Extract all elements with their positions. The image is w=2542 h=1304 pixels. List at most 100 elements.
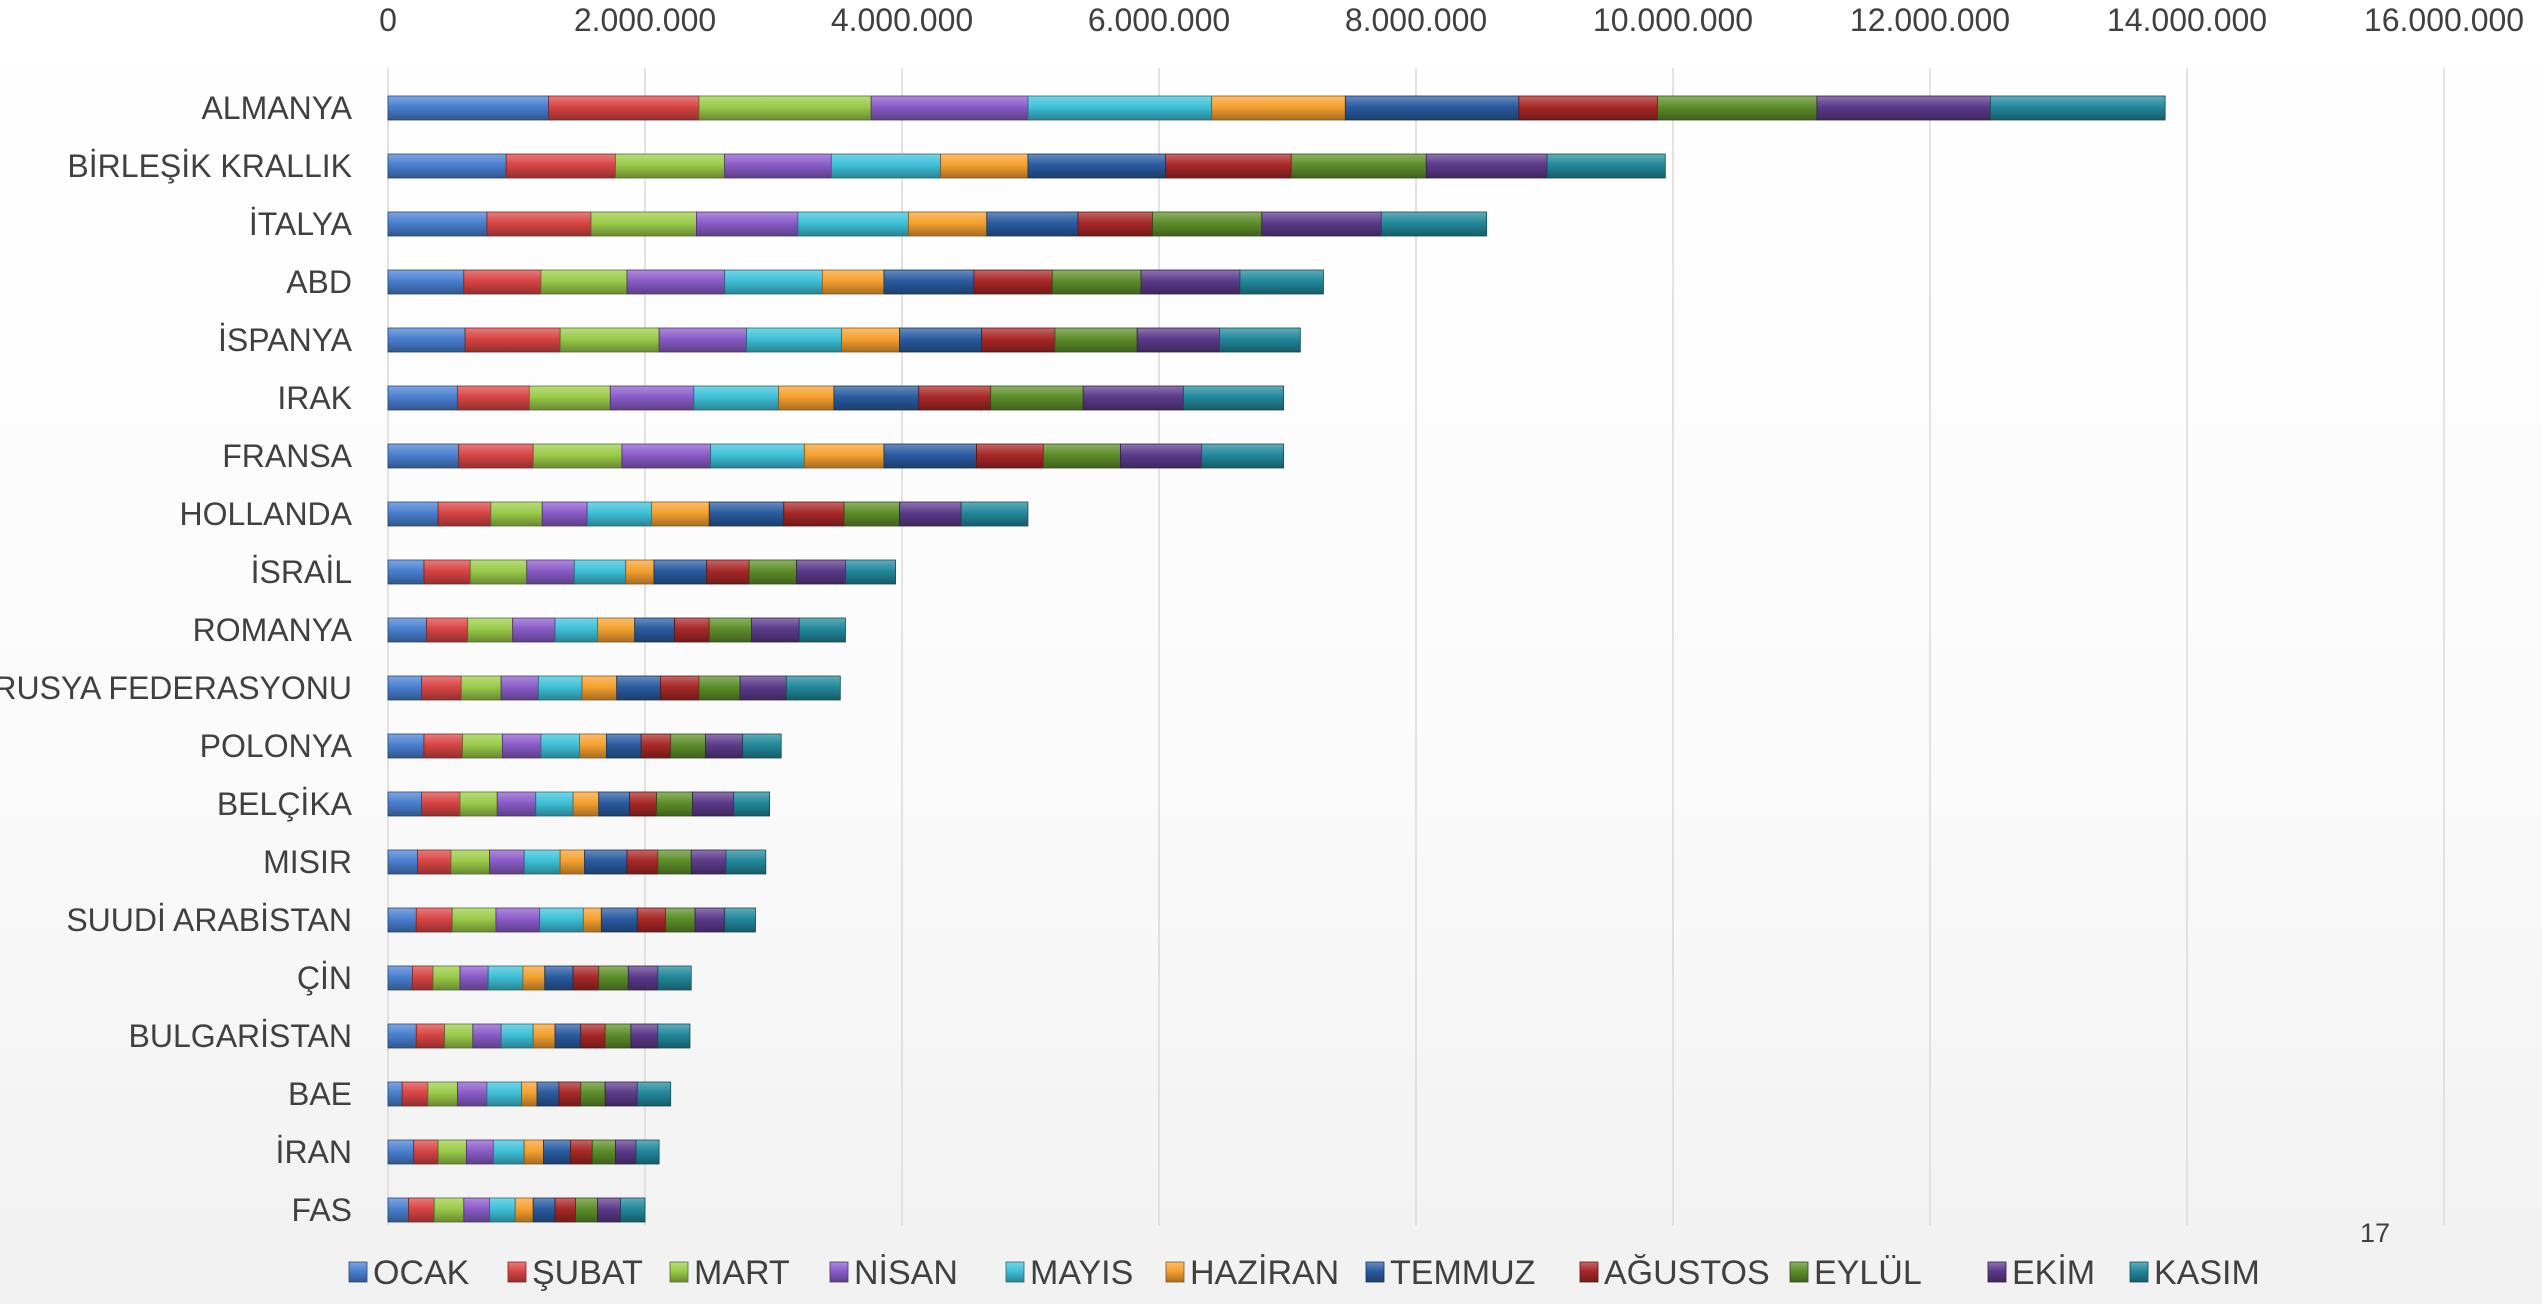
bar-ispanya-mart	[559, 327, 660, 353]
bar-cin-kasim	[657, 965, 692, 991]
x-tick-label-2: 4.000.000	[831, 2, 973, 38]
bar-fas-mayis	[489, 1197, 516, 1223]
bar-suudi-arabistan-subat	[415, 907, 453, 933]
bar-suudi-arabistan-haziran	[582, 907, 602, 933]
bar-belcika-mayis	[535, 791, 574, 817]
bar-fas-ocak	[387, 1197, 409, 1223]
bar-hollanda-haziran	[651, 501, 710, 527]
legend-swatch-temmuz	[1365, 1261, 1385, 1283]
bar-iran-agustos	[570, 1139, 593, 1165]
bar-bae-subat	[401, 1081, 429, 1107]
bar-irak-nisan	[609, 385, 695, 411]
category-label-birlesik-krallik: BİRLEŞİK KRALLIK	[67, 148, 352, 184]
bars	[387, 95, 2166, 1223]
bar-ispanya-subat	[464, 327, 561, 353]
legend-swatch-agustos	[1579, 1261, 1599, 1283]
legend: OCAK ŞUBAT MART NİSAN MAYIS HAZİRAN TEMMUZ AĞUS…	[348, 1254, 2260, 1292]
bar-polonya-haziran	[579, 733, 607, 759]
bar-romanya-eylul	[708, 617, 753, 643]
bar-irak-mayis	[693, 385, 780, 411]
legend-swatch-mayis	[1005, 1261, 1025, 1283]
bar-abd-nisan	[626, 269, 726, 295]
bar-almanya-kasim	[1989, 95, 2166, 121]
bar-bae-nisan	[456, 1081, 488, 1107]
bar-hollanda-eylul	[843, 501, 900, 527]
bar-cin-nisan	[459, 965, 489, 991]
bar-row-almanya	[387, 95, 2166, 121]
bar-irak-subat	[456, 385, 530, 411]
x-tick-label-8: 16.000.000	[2364, 2, 2524, 38]
bar-bulgaristan-nisan	[472, 1023, 502, 1049]
bar-bulgaristan-ekim	[630, 1023, 659, 1049]
category-label-rusya-federasyonu: RUSYA FEDERASYONU	[0, 670, 352, 706]
legend-label-eylul: EYLÜL	[1814, 1254, 1922, 1292]
bar-israil-mart	[469, 559, 528, 585]
bar-fransa-subat	[458, 443, 534, 469]
x-tick-label-6: 12.000.000	[1850, 2, 2010, 38]
bar-hollanda-kasim	[960, 501, 1029, 527]
bar-rusya-federasyonu-haziran	[581, 675, 618, 701]
bar-cin-mart	[432, 965, 461, 991]
bar-row-ispanya	[387, 327, 1301, 353]
x-axis-ticks: 0 2.000.000 4.000.000 6.000.000 8.000.000 10.…	[379, 2, 2524, 38]
x-tick-label-5: 10.000.000	[1593, 2, 1753, 38]
bar-hollanda-nisan	[541, 501, 588, 527]
bar-ispanya-eylul	[1054, 327, 1138, 353]
bar-bulgaristan-kasim	[657, 1023, 691, 1049]
bar-row-bae	[387, 1081, 672, 1107]
bar-suudi-arabistan-agustos	[636, 907, 666, 933]
legend-label-haziran: HAZİRAN	[1190, 1254, 1339, 1292]
bar-romanya-ekim	[751, 617, 800, 643]
bar-romanya-mayis	[554, 617, 598, 643]
bar-bae-haziran	[521, 1081, 538, 1107]
bar-rusya-federasyonu-ekim	[739, 675, 787, 701]
bar-suudi-arabistan-ekim	[694, 907, 726, 933]
legend-item-mart: MART	[669, 1254, 790, 1292]
bar-irak-eylul	[990, 385, 1084, 411]
bar-almanya-eylul	[1657, 95, 1818, 121]
category-label-suudi-arabistan: SUUDİ ARABİSTAN	[66, 902, 352, 938]
bar-belcika-haziran	[572, 791, 600, 817]
bar-italya-kasim	[1380, 211, 1488, 237]
bar-israil-ocak	[387, 559, 425, 585]
bar-rusya-federasyonu-subat	[421, 675, 462, 701]
bar-polonya-mayis	[540, 733, 580, 759]
legend-label-temmuz: TEMMUZ	[1390, 1254, 1535, 1292]
legend-item-agustos: AĞUSTOS	[1579, 1254, 1770, 1292]
bar-bae-kasim	[636, 1081, 672, 1107]
bar-bulgaristan-agustos	[580, 1023, 606, 1049]
bar-fas-agustos	[554, 1197, 577, 1223]
bar-belcika-eylul	[656, 791, 693, 817]
bar-fransa-ekim	[1120, 443, 1202, 469]
legend-item-kasim: KASIM	[2129, 1254, 2260, 1292]
bar-italya-agustos	[1077, 211, 1153, 237]
bar-fransa-kasim	[1201, 443, 1285, 469]
bar-row-italya	[387, 211, 1488, 237]
bar-row-misir	[387, 849, 767, 875]
bar-ispanya-mayis	[746, 327, 843, 353]
bar-romanya-temmuz	[634, 617, 675, 643]
bar-irak-agustos	[918, 385, 992, 411]
category-axis: ALMANYA BİRLEŞİK KRALLIK İTALYA ABD İSPANYA I…	[0, 90, 353, 1228]
bar-italya-temmuz	[986, 211, 1079, 237]
bar-fas-subat	[408, 1197, 435, 1223]
bar-bulgaristan-haziran	[532, 1023, 556, 1049]
bar-romanya-agustos	[674, 617, 710, 643]
bar-row-romanya	[387, 617, 846, 643]
bar-almanya-mayis	[1027, 95, 1213, 121]
legend-label-ekim: EKİM	[2012, 1254, 2095, 1292]
bar-fas-mart	[433, 1197, 465, 1223]
bar-almanya-temmuz	[1344, 95, 1520, 121]
bar-rusya-federasyonu-agustos	[660, 675, 700, 701]
bar-birlesik-krallik-ekim	[1425, 153, 1548, 179]
bar-misir-subat	[417, 849, 452, 875]
bar-ispanya-agustos	[981, 327, 1056, 353]
bar-iran-mayis	[492, 1139, 525, 1165]
bar-irak-mart	[528, 385, 611, 411]
bar-cin-agustos	[572, 965, 600, 991]
legend-item-ocak: OCAK	[348, 1254, 470, 1292]
bar-cin-eylul	[598, 965, 629, 991]
bar-israil-kasim	[845, 559, 896, 585]
bar-bae-eylul	[580, 1081, 606, 1107]
bar-iran-subat	[413, 1139, 439, 1165]
